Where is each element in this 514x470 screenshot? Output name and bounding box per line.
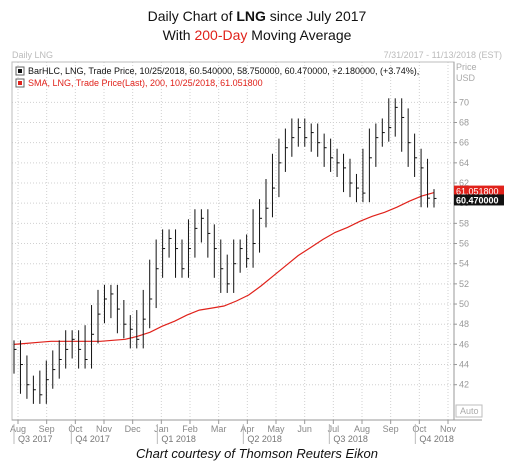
quarter-label: Q3 2017 [18,434,53,444]
x-tick-label: Sep [39,424,55,434]
x-tick-label: Oct [68,424,83,434]
sma-last-value: 61.051800 [456,187,499,197]
chart-title-line-1: Daily Chart of LNG since July 2017 [147,8,367,24]
x-tick-label: Nov [96,424,113,434]
x-tick-label: Dec [125,424,142,434]
x-tick-label: Mar [211,424,227,434]
x-tick-label: May [267,424,285,434]
sma-200-line [13,192,435,345]
x-tick-label: Aug [354,424,370,434]
x-tick-label: Sep [383,424,399,434]
last-value-tags: 61.051800 60.470000 [454,185,504,206]
sma-last-tag [454,185,504,197]
y-tick-label: 68 [459,118,469,128]
legend-swatch-sma [18,81,22,85]
y-axis-title: Price [456,62,477,72]
price-last-value: 60.470000 [456,195,499,205]
legend-entry-price: BarHLC, LNG, Trade Price, 10/25/2018, 60… [28,66,419,76]
y-tick-label: 62 [459,178,469,188]
x-tick-label: Feb [182,424,198,434]
y-tick-label: 52 [459,279,469,289]
price-last-tag [454,194,504,206]
price-bars [13,98,437,404]
x-tick-label: Jan [154,424,169,434]
chart-title-line-2: With 200-Day Moving Average [162,27,352,43]
legend-swatch-price [18,69,22,73]
y-tick-label: 50 [459,299,469,309]
auto-scale-label: Auto [460,406,479,416]
chart-caption: Chart courtesy of Thomson Reuters Eikon [135,446,379,461]
legend-entry-sma: SMA, LNG, Trade Price(Last), 200, 10/25/… [28,78,263,88]
y-tick-label: 42 [459,380,469,390]
y-axis-ticks: 424446485052545658606264666870 [454,97,469,390]
y-tick-label: 66 [459,138,469,148]
date-range-label: 7/31/2017 - 11/13/2018 (EST) [384,50,502,60]
y-tick-label: 54 [459,259,469,269]
panel-title: Daily LNG [12,50,53,60]
x-tick-label: Nov [440,424,457,434]
x-tick-label: Apr [240,424,254,434]
quarter-label: Q3 2018 [333,434,368,444]
y-tick-label: 70 [459,97,469,107]
x-axis-ticks: Aug Sep Oct Nov Dec Jan Feb Mar Apr May Jun Jul Aug S… [10,420,457,444]
quarter-label: Q4 2017 [75,434,110,444]
quarter-label: Q1 2018 [161,434,196,444]
y-tick-label: 48 [459,319,469,329]
quarter-label: Q4 2018 [419,434,454,444]
y-tick-label: 64 [459,158,469,168]
y-tick-label: 46 [459,339,469,349]
y-tick-label: 56 [459,239,469,249]
x-tick-label: Oct [412,424,427,434]
x-tick-label: Jun [297,424,312,434]
auto-scale-button[interactable] [455,404,483,418]
quarter-label: Q2 2018 [247,434,282,444]
y-axis-unit: USD [456,73,476,83]
x-tick-label: Aug [10,424,26,434]
x-tick-label: Jul [328,424,340,434]
y-tick-label: 44 [459,360,469,370]
y-tick-label: 58 [459,218,469,228]
